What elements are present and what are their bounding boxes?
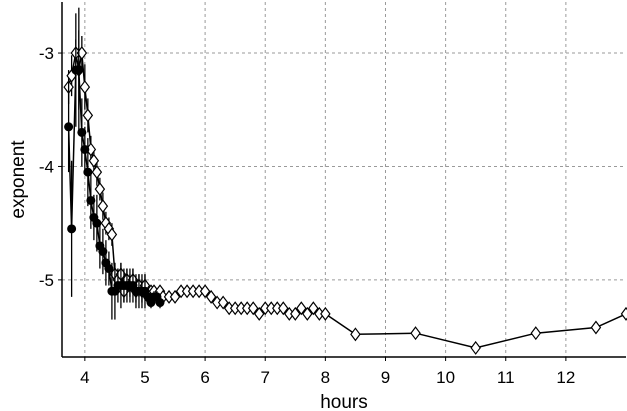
data-point-diamond [88, 153, 100, 168]
data-point-diamond [97, 199, 109, 214]
data-point-diamond [350, 327, 361, 342]
x-tick-label: 5 [140, 368, 149, 387]
grid-lines [62, 2, 626, 357]
tick-labels: 4 5 6 7 8 9 10 11 12 -3 -4 -5 [39, 44, 575, 387]
data-point-diamond [620, 306, 627, 321]
data-point-diamond [290, 306, 301, 321]
x-tick-label: 10 [436, 368, 455, 387]
data-point-circle [77, 127, 87, 137]
data-point-circle [67, 224, 77, 234]
data-point-diamond [308, 301, 319, 316]
data-point-diamond [79, 80, 91, 95]
data-point-circle [98, 247, 108, 257]
x-tick-label: 9 [381, 368, 390, 387]
data-point-circle [155, 298, 165, 308]
data-point-diamond [91, 165, 103, 180]
data-point-diamond [169, 289, 181, 304]
y-axis-label: exponent [8, 140, 29, 219]
series-2 [64, 7, 165, 320]
axes [61, 2, 626, 358]
data-point-diamond [530, 326, 542, 341]
x-tick-label: 8 [321, 368, 330, 387]
data-point-diamond [590, 320, 602, 335]
data-point-diamond [217, 295, 229, 310]
data-point-circle [80, 144, 90, 154]
data-point-diamond [320, 306, 331, 321]
data-point-diamond [106, 227, 118, 242]
data-point-diamond [302, 306, 313, 321]
x-tick-label: 6 [200, 368, 209, 387]
data-point-diamond [253, 306, 265, 321]
y-tick-label: -5 [39, 271, 54, 290]
data-point-diamond [410, 326, 421, 341]
data-point-circle [92, 218, 102, 228]
data-point-diamond [199, 284, 211, 299]
x-tick-label: 4 [80, 368, 89, 387]
data-point-circle [104, 264, 114, 274]
data-point-diamond [296, 301, 307, 316]
data-point-circle [64, 122, 74, 132]
data-point-circle [74, 65, 84, 75]
data-point-diamond [278, 301, 289, 316]
data-point-diamond [94, 182, 106, 197]
x-tick-label: 7 [260, 368, 269, 387]
y-tick-label: -3 [39, 44, 54, 63]
data-point-circle [86, 195, 96, 205]
x-axis-label: hours [320, 392, 368, 411]
data-point-diamond [470, 340, 481, 355]
x-tick-label: 11 [497, 368, 515, 387]
x-tick-label: 12 [556, 368, 575, 387]
data-point-circle [83, 167, 93, 177]
data-point-diamond [247, 301, 259, 316]
series-layer [63, 7, 627, 355]
y-tick-label: -4 [39, 157, 54, 176]
data-point-diamond [205, 289, 217, 304]
data-point-diamond [82, 108, 94, 123]
